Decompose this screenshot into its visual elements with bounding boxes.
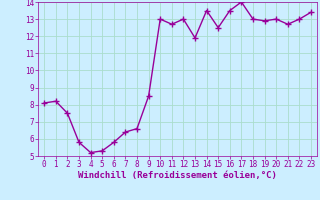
X-axis label: Windchill (Refroidissement éolien,°C): Windchill (Refroidissement éolien,°C) [78,171,277,180]
